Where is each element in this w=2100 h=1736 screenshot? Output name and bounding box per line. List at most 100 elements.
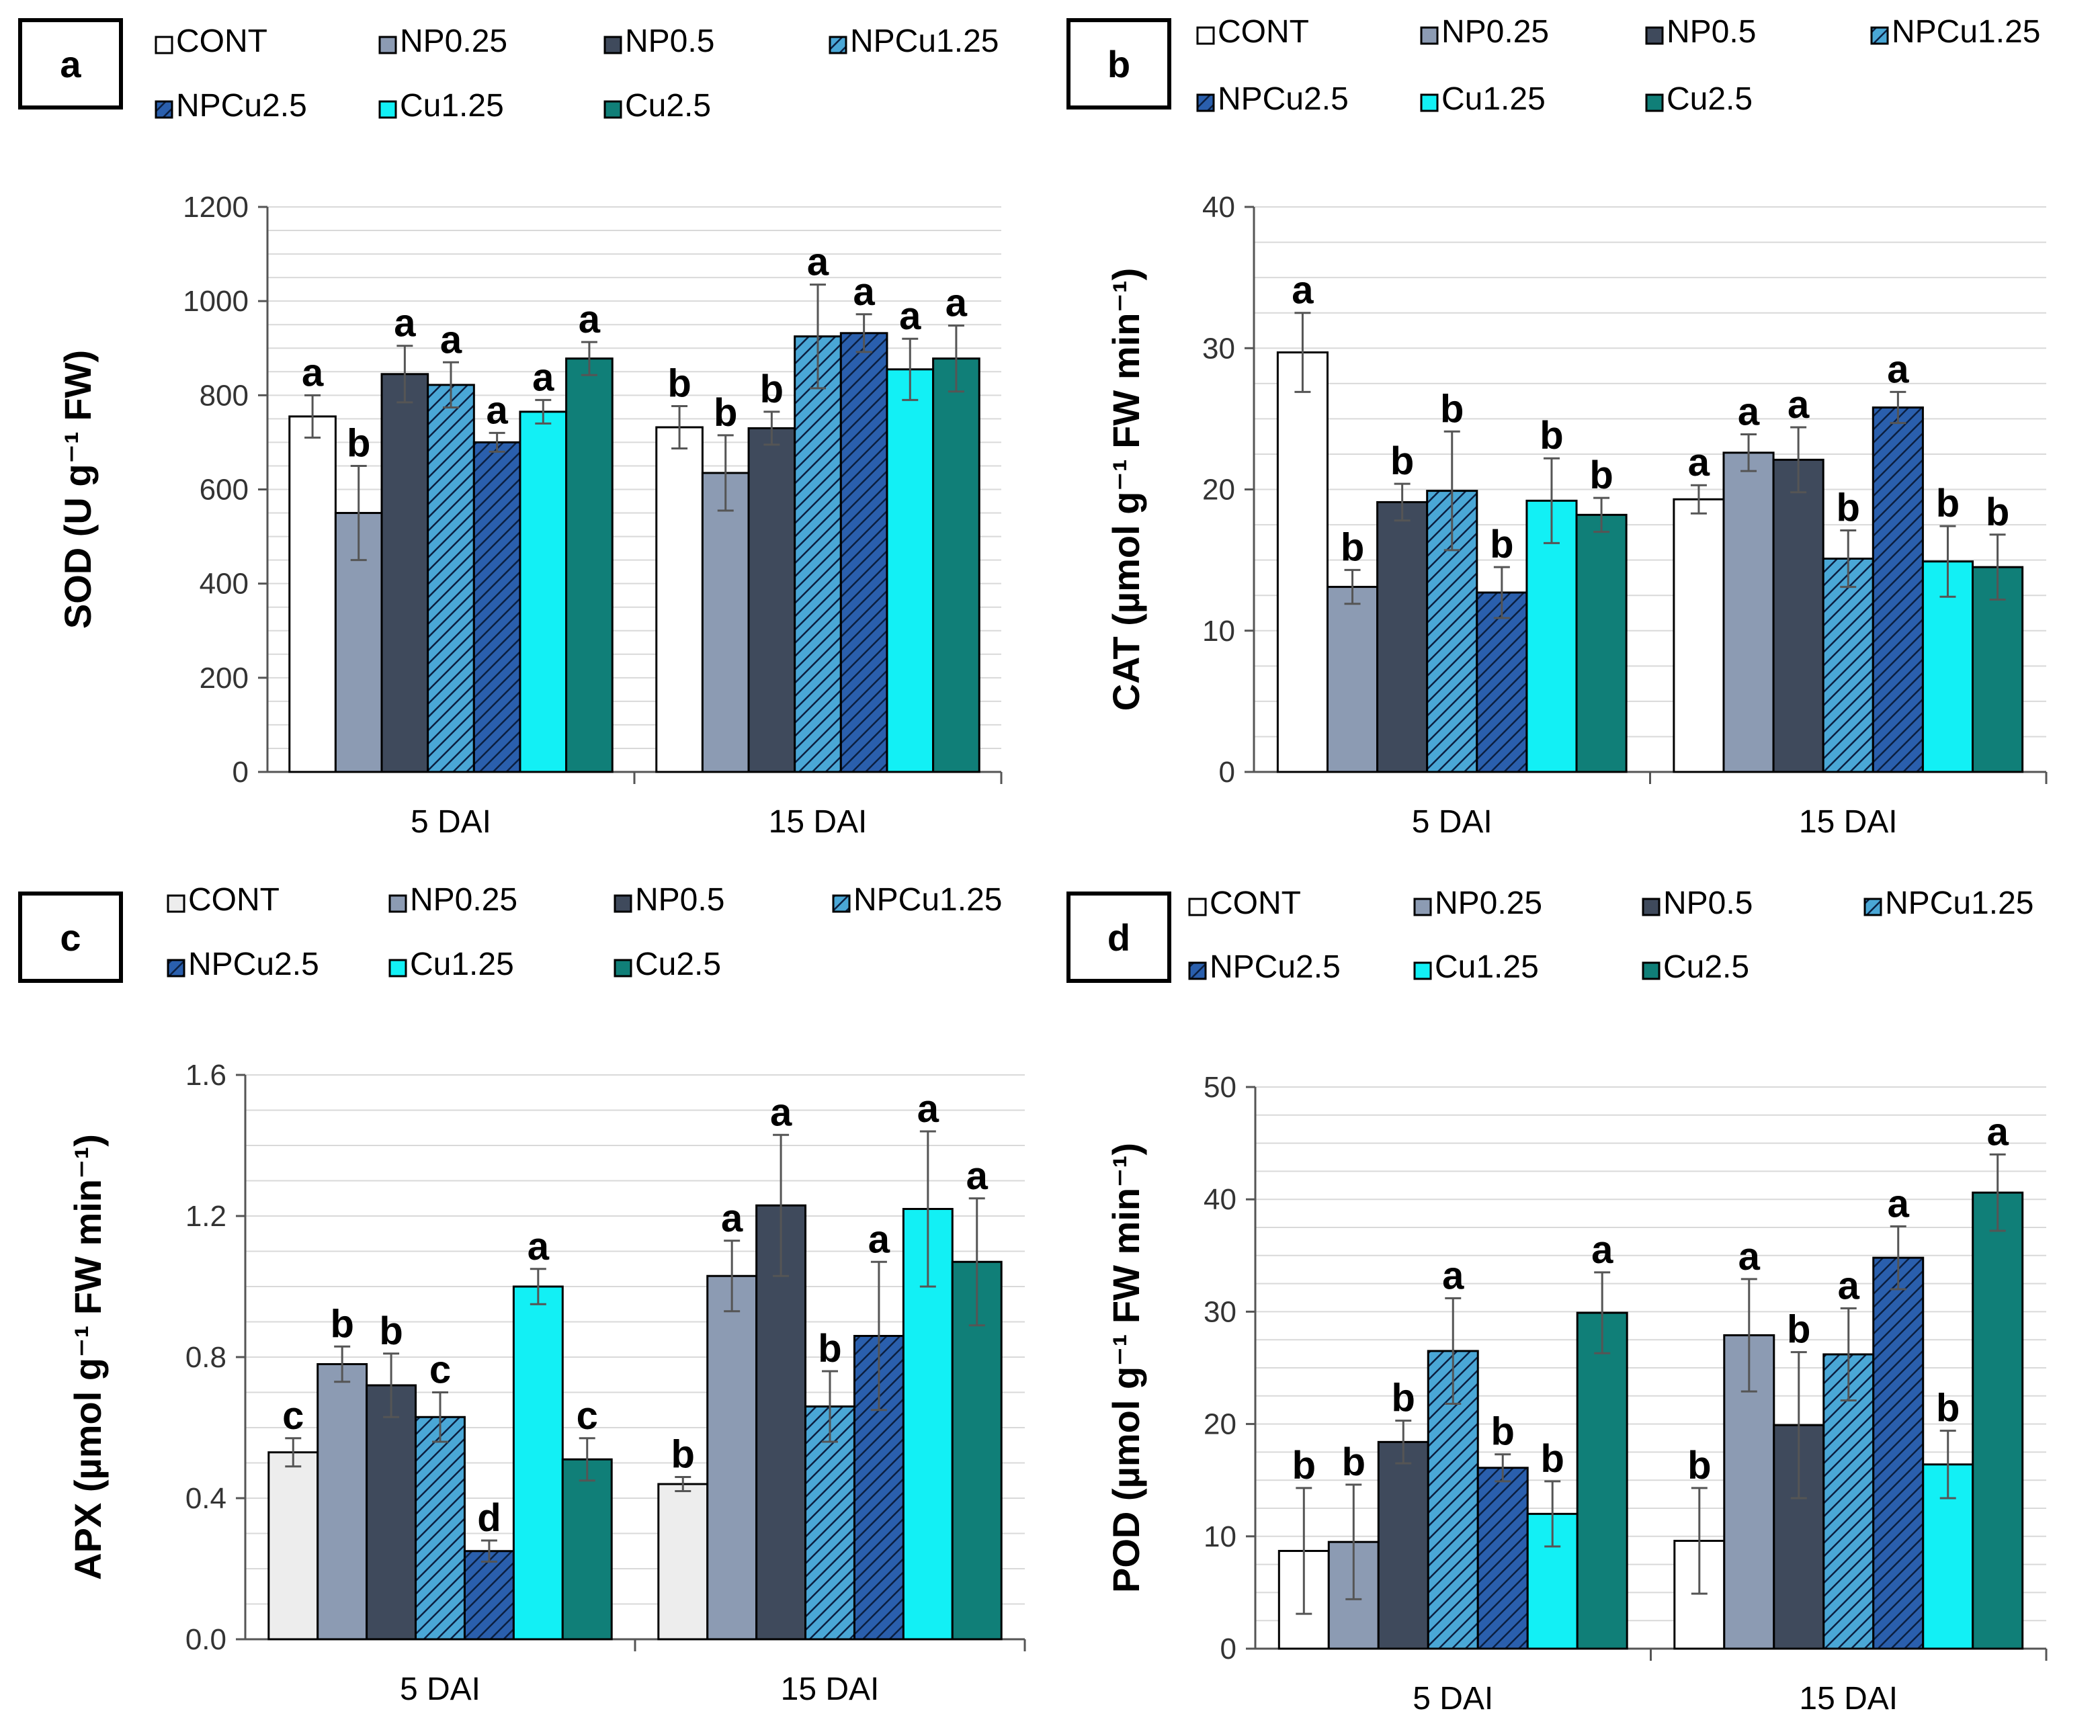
bar-np0-25-15-dai: [706, 1274, 758, 1641]
legend-item-cu1-25: Cu1.25: [1413, 949, 1539, 985]
bar-npcu2-5-5-dai: [1476, 1467, 1529, 1650]
significance-letter: a: [770, 1090, 792, 1134]
legend-label: NPCu1.25: [1892, 14, 2040, 50]
significance-letter: b: [1787, 1308, 1810, 1352]
x-category-label: 15 DAI: [769, 804, 868, 840]
significance-letter: a: [302, 351, 324, 394]
bar-np0-5-5-dai: [366, 1384, 417, 1641]
significance-letter: b: [760, 367, 784, 411]
legend-item-npcu2-5: NPCu2.5: [167, 947, 319, 982]
bar-np0-5-15-dai: [755, 1204, 807, 1641]
legend-label: NPCu1.25: [853, 882, 1002, 918]
legend-item-cu1-25: Cu1.25: [378, 88, 504, 124]
significance-letter: b: [1540, 414, 1563, 458]
legend-label: NP0.5: [625, 24, 714, 59]
panel-label: b: [1107, 43, 1130, 85]
significance-letter: b: [1341, 525, 1364, 569]
significance-letter: b: [1936, 1387, 1960, 1430]
legend-label: Cu2.5: [635, 947, 721, 982]
x-category-label: 5 DAI: [411, 804, 491, 840]
legend-label: NPCu1.25: [850, 24, 999, 59]
y-tick-label: 800: [200, 379, 249, 412]
bar-cont-5-dai: [267, 1451, 319, 1641]
legend-label: Cu2.5: [625, 88, 711, 124]
significance-letter: a: [528, 1225, 550, 1268]
bar-npcu2-5-15-dai: [1872, 1256, 1925, 1650]
significance-letter: b: [818, 1327, 841, 1371]
bar-npcu2-5-5-dai: [463, 1550, 515, 1641]
bar-np0-25-15-dai: [701, 472, 750, 773]
significance-letter: b: [330, 1302, 353, 1346]
bar-npcu2-5-15-dai: [1872, 406, 1924, 773]
bar-cu2-5-15-dai: [1972, 1191, 2024, 1650]
panel-label-box: [1066, 18, 1171, 110]
bar-npcu2-5-15-dai: [839, 332, 888, 773]
legend-swatch: [378, 36, 397, 54]
y-tick-label: 10: [1202, 615, 1235, 648]
legend-item-np0-25: NP0.25: [1420, 14, 1549, 50]
legend-label: NPCu2.5: [176, 88, 307, 124]
y-tick-label: 20: [1204, 1408, 1236, 1441]
bar-npcu1-25-5-dai: [427, 384, 475, 773]
y-tick-label: 0: [233, 756, 249, 789]
significance-letter: a: [1738, 390, 1760, 434]
legend-label: NP0.5: [1663, 885, 1753, 921]
significance-letter: a: [1738, 1235, 1761, 1278]
significance-letter: a: [1292, 269, 1314, 312]
legend-item-np0-25: NP0.25: [388, 882, 517, 918]
bar-cont-15-dai: [655, 426, 704, 773]
x-category-label: 5 DAI: [400, 1672, 480, 1707]
significance-letter: b: [1837, 486, 1860, 529]
bar-np0-5-5-dai: [1377, 1440, 1429, 1650]
significance-letter: b: [379, 1309, 403, 1353]
legend-label: CONT: [1210, 885, 1301, 921]
legend-label: Cu1.25: [1435, 949, 1539, 985]
bar-cont-15-dai: [1673, 498, 1725, 773]
bar-cu1-25-5-dai: [1525, 499, 1578, 773]
bar-cu2-5-5-dai: [1575, 513, 1628, 773]
significance-letter: b: [347, 421, 370, 465]
y-tick-label: 0: [1219, 756, 1235, 789]
legend-item-cont: CONT: [167, 882, 280, 918]
legend-item-np0-5: NP0.5: [614, 882, 724, 918]
bar-np0-5-15-dai: [1772, 458, 1824, 773]
legend-label: NPCu1.25: [1885, 885, 2033, 921]
legend-swatch: [1413, 961, 1432, 980]
significance-letter: a: [1987, 1110, 2009, 1154]
significance-letter: a: [807, 241, 829, 284]
y-tick-label: 600: [200, 474, 249, 507]
significance-letter: b: [1490, 523, 1513, 566]
x-category-label: 5 DAI: [1413, 1681, 1493, 1717]
legend-item-npcu2-5: NPCu2.5: [1196, 81, 1349, 117]
legend-swatch: [167, 959, 185, 978]
significance-letter: a: [868, 1217, 890, 1261]
significance-letter: c: [282, 1394, 304, 1438]
legend-swatch: [829, 36, 847, 54]
significance-letter: b: [1589, 453, 1613, 497]
y-tick-label: 40: [1202, 191, 1235, 224]
legend-label: CONT: [1218, 14, 1309, 50]
legend-swatch: [1188, 961, 1207, 980]
significance-letter: a: [1442, 1254, 1464, 1297]
legend-swatch: [1870, 26, 1889, 45]
legend-swatch: [388, 894, 407, 913]
legend-label: NP0.25: [400, 24, 507, 59]
legend-item-npcu1-25: NPCu1.25: [829, 24, 999, 59]
legend-item-cont: CONT: [155, 24, 267, 59]
bar-np0-25-5-dai: [317, 1363, 368, 1641]
significance-letter: a: [966, 1154, 989, 1198]
legend-item-np0-5: NP0.5: [1642, 885, 1753, 921]
bar-cu1-25-5-dai: [512, 1285, 564, 1641]
legend-swatch: [155, 100, 173, 119]
legend-swatch: [167, 894, 185, 913]
significance-letter: c: [429, 1348, 451, 1392]
bar-cu1-25-15-dai: [886, 368, 935, 773]
significance-letter: a: [440, 318, 462, 361]
bar-np0-5-5-dai: [1376, 501, 1429, 773]
legend-label: Cu1.25: [1441, 81, 1546, 117]
legend-item-cu1-25: Cu1.25: [1420, 81, 1546, 117]
legend-item-cont: CONT: [1188, 885, 1301, 921]
significance-letter: d: [477, 1496, 501, 1540]
legend-label: CONT: [188, 882, 280, 918]
